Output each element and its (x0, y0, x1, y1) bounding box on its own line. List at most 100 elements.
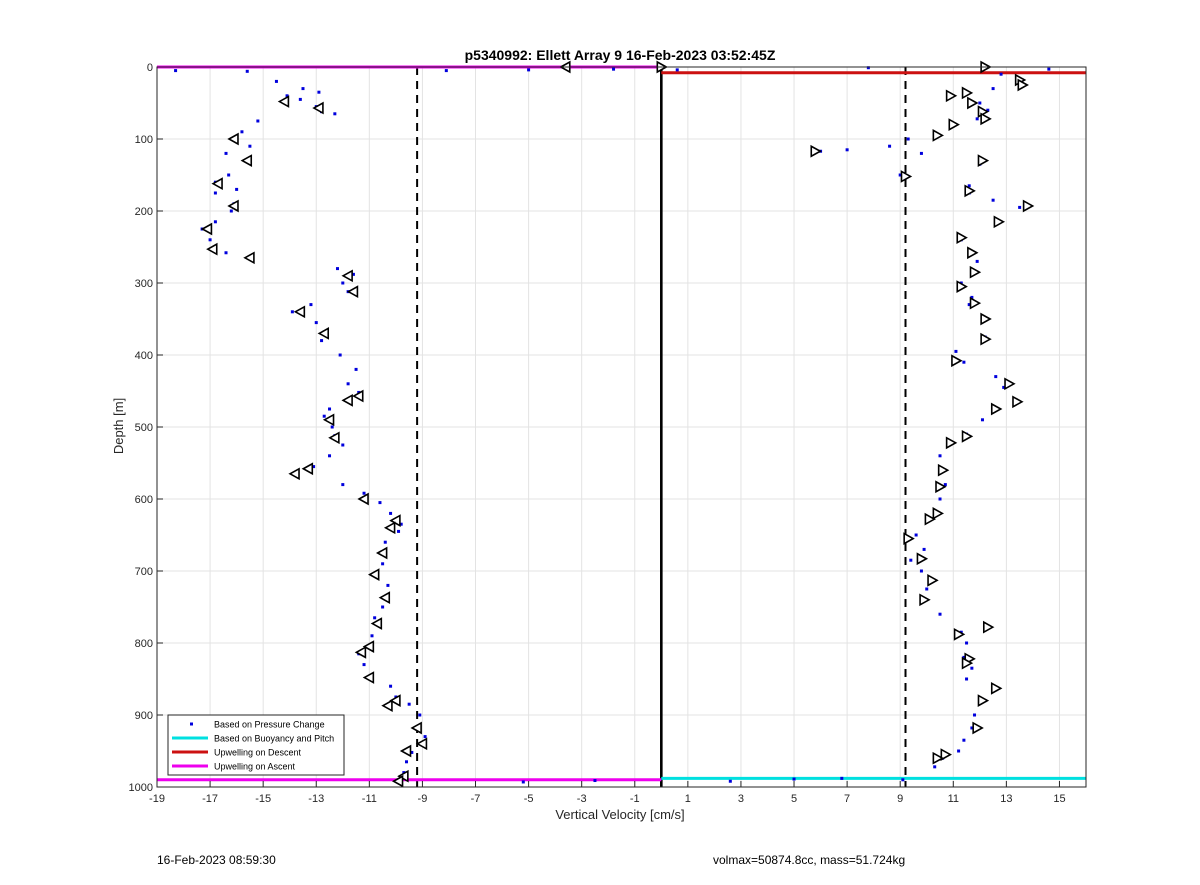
velocity-marker (243, 251, 255, 265)
pressure-point (728, 779, 732, 783)
pressure-point (444, 69, 448, 73)
pressure-point (341, 443, 345, 447)
pressure-point (328, 407, 332, 411)
velocity-marker (961, 86, 974, 100)
pressure-point (213, 191, 217, 195)
pressure-point (967, 303, 971, 307)
pressure-point (309, 303, 313, 307)
pressure-point (986, 108, 990, 112)
pressure-point (593, 779, 597, 783)
velocity-marker (903, 532, 915, 545)
pressure-point (378, 501, 382, 505)
x-tick-label: -1 (630, 793, 640, 805)
pressure-point (980, 418, 984, 422)
pressure-point (975, 117, 979, 121)
pressure-point (362, 491, 366, 495)
pressure-point (213, 220, 217, 224)
velocity-marker (967, 246, 979, 260)
y-tick-label: 200 (135, 206, 153, 218)
pressure-point (235, 187, 239, 191)
pressure-point (612, 67, 616, 71)
velocity-marker (927, 574, 939, 587)
velocity-marker (362, 640, 375, 653)
x-tick-label: -3 (577, 793, 587, 805)
velocity-marker (940, 748, 952, 761)
legend-label: Based on Buoyancy and Pitch (214, 734, 334, 744)
x-tick-label: 7 (844, 793, 850, 805)
velocity-marker (953, 628, 966, 641)
velocity-marker (924, 512, 937, 526)
pressure-point (208, 238, 212, 242)
pressure-point (386, 583, 390, 587)
velocity-marker (945, 89, 958, 103)
pressure-point (919, 151, 923, 155)
pressure-point (248, 144, 252, 148)
pressure-point (399, 522, 403, 526)
pressure-point (922, 547, 926, 551)
pressure-point (954, 349, 958, 353)
pressure-point (381, 605, 385, 609)
x-tick-label: -5 (524, 793, 534, 805)
velocity-marker (312, 101, 324, 115)
pressure-point (370, 634, 374, 638)
x-tick-label: -9 (418, 793, 428, 805)
velocity-marker (1012, 395, 1024, 409)
velocity-marker (810, 144, 822, 158)
velocity-marker (937, 463, 950, 477)
velocity-marker (370, 617, 383, 630)
velocity-marker (322, 413, 335, 427)
legend-label: Based on Pressure Change (214, 720, 325, 730)
legend-swatch-dot (190, 722, 193, 726)
pressure-point (381, 562, 385, 566)
pressure-point (957, 749, 961, 753)
velocity-marker (381, 699, 393, 712)
y-axis-label: Depth [m] (111, 398, 126, 454)
y-tick-label: 100 (135, 134, 153, 146)
velocity-marker (378, 591, 391, 604)
footer-float-info: volmax=50874.8cc, mass=51.724kg (713, 853, 906, 867)
pressure-point (999, 72, 1003, 76)
velocity-marker (967, 96, 979, 110)
pressure-point (962, 655, 966, 659)
velocity-marker (362, 671, 375, 684)
upwelling-lines (157, 65, 1086, 782)
velocity-marker (935, 480, 947, 494)
pressure-point (224, 151, 228, 155)
velocity-marker (389, 694, 401, 707)
velocity-marker (211, 177, 223, 190)
velocity-marker (1017, 78, 1029, 92)
pressure-point (962, 738, 966, 742)
velocity-marker (932, 507, 945, 520)
velocity-marker (956, 280, 968, 293)
pressure-point (978, 101, 982, 105)
pressure-point (973, 713, 977, 717)
velocity-marker (961, 656, 974, 670)
pressure-point (320, 339, 324, 343)
x-tick-label: -7 (471, 793, 481, 805)
reference-lines (416, 67, 907, 787)
pressure-point (901, 778, 905, 782)
pressure-point (970, 295, 974, 299)
pressure-point (407, 702, 411, 706)
pressure-point (938, 612, 942, 616)
velocity-marker (368, 568, 380, 581)
velocity-marker (972, 721, 984, 735)
velocity-marker (964, 184, 976, 198)
footer-timestamp: 16-Feb-2023 08:59:30 (157, 853, 276, 867)
x-tick-label: -15 (255, 793, 271, 805)
pressure-point (938, 454, 942, 458)
pressure-point (962, 360, 966, 364)
velocity-marker (951, 354, 963, 368)
pressure-point (373, 616, 377, 620)
pressure-point (333, 112, 337, 116)
velocity-marker (293, 305, 306, 319)
velocity-markers (200, 60, 1035, 788)
y-tick-label: 900 (135, 710, 153, 722)
pressure-point (298, 97, 302, 101)
pressure-point (301, 87, 305, 91)
pressure-point (967, 184, 971, 188)
pressure-point (312, 465, 316, 469)
velocity-marker (341, 269, 353, 283)
pressure-point (845, 148, 849, 152)
velocity-marker (410, 721, 422, 735)
